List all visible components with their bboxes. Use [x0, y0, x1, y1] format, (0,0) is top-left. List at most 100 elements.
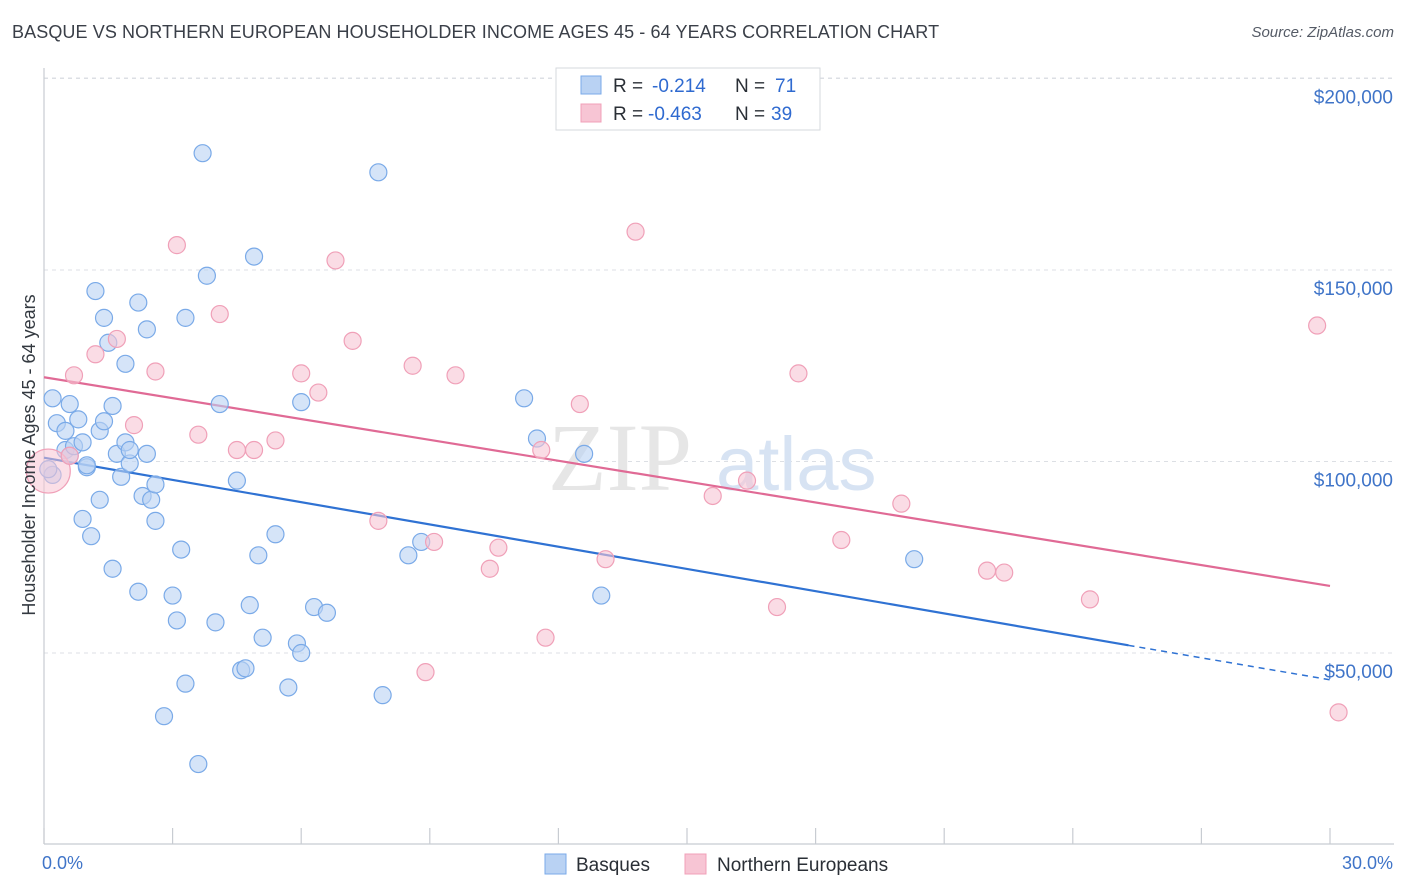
point-northern-europeans-6 — [146, 362, 165, 381]
trend-line-extension-basques — [1128, 644, 1331, 681]
point-northern-europeans-27 — [596, 550, 615, 569]
point-basques-38 — [172, 540, 191, 559]
grid-lines — [44, 77, 1394, 654]
point-basques-35 — [154, 707, 174, 726]
point-northern-europeans-36 — [995, 563, 1014, 582]
data-points — [25, 144, 1348, 774]
point-basques-31 — [137, 320, 156, 339]
point-basques-13 — [86, 281, 105, 301]
point-northern-europeans-19 — [416, 663, 435, 682]
point-northern-europeans-5 — [124, 416, 144, 435]
point-northern-europeans-23 — [489, 538, 508, 557]
point-basques-61 — [373, 686, 392, 705]
y-tick-label-2: $150,000 — [1314, 279, 1393, 300]
point-northern-europeans-25 — [536, 628, 555, 647]
point-basques-66 — [575, 444, 594, 463]
point-basques-2 — [56, 421, 75, 440]
y-tick-label-1: $100,000 — [1314, 471, 1393, 492]
point-basques-57 — [292, 393, 311, 412]
y-tick-label-3: $200,000 — [1314, 88, 1393, 109]
point-basques-45 — [210, 394, 229, 414]
watermark: ZIP atlas — [548, 404, 877, 511]
point-northern-europeans-2 — [64, 366, 84, 385]
point-northern-europeans-30 — [737, 471, 757, 490]
point-basques-39 — [176, 308, 195, 327]
point-basques-56 — [292, 643, 311, 663]
point-basques-67 — [592, 586, 611, 605]
point-basques-26 — [120, 440, 139, 460]
point-northern-europeans-0 — [25, 448, 71, 494]
legend-n-value-2: 39 — [771, 104, 792, 125]
x-tick-label-min: 0.0% — [42, 853, 83, 873]
bottom-legend-label-basques: Basques — [576, 855, 650, 876]
point-basques-16 — [94, 308, 114, 327]
watermark-atlas: atlas — [716, 422, 877, 507]
point-basques-11 — [77, 456, 96, 475]
point-basques-9 — [69, 410, 88, 429]
point-northern-europeans-21 — [446, 366, 465, 385]
point-northern-europeans-3 — [86, 345, 105, 364]
point-northern-europeans-28 — [626, 222, 645, 241]
point-basques-14 — [90, 490, 109, 509]
point-basques-42 — [193, 144, 212, 163]
point-basques-22 — [112, 467, 131, 486]
point-basques-32 — [142, 490, 161, 509]
point-basques-62 — [399, 546, 418, 565]
point-northern-europeans-9 — [210, 304, 229, 324]
legend-r-label-1: R = — [613, 76, 643, 97]
legend-r-value-1: -0.214 — [652, 76, 706, 97]
legend-n-label-2: N = — [735, 104, 765, 125]
trend-lines — [43, 376, 1331, 681]
trend-line-northern-europeans — [43, 376, 1331, 588]
point-northern-europeans-18 — [403, 356, 422, 375]
series-legend: Basques Northern Europeans — [544, 853, 888, 876]
point-basques-46 — [227, 471, 246, 490]
legend-swatch-northern-europeans — [580, 103, 602, 123]
chart-source: Source: ZipAtlas.com — [1251, 24, 1394, 41]
point-basques-52 — [253, 628, 272, 647]
point-basques-40 — [176, 674, 195, 693]
point-basques-43 — [197, 266, 216, 285]
point-basques-60 — [369, 163, 388, 182]
point-northern-europeans-20 — [424, 532, 444, 552]
point-northern-europeans-39 — [1329, 703, 1348, 722]
point-basques-33 — [146, 511, 165, 530]
point-northern-europeans-13 — [292, 364, 311, 383]
point-basques-7 — [73, 433, 92, 452]
point-basques-49 — [240, 596, 259, 615]
point-northern-europeans-16 — [343, 331, 362, 350]
point-northern-europeans-4 — [107, 329, 126, 349]
point-basques-8 — [73, 509, 92, 529]
point-northern-europeans-32 — [789, 364, 808, 383]
legend-n-value-1: 71 — [775, 76, 796, 97]
watermark-zip: ZIP — [548, 404, 692, 511]
point-northern-europeans-11 — [244, 440, 264, 460]
point-basques-28 — [129, 582, 148, 601]
point-basques-36 — [163, 586, 182, 605]
point-northern-europeans-33 — [832, 530, 851, 550]
point-northern-europeans-10 — [227, 440, 246, 460]
legend-swatch-basques — [580, 75, 602, 95]
point-basques-12 — [82, 527, 101, 546]
point-northern-europeans-29 — [703, 486, 722, 506]
point-basques-48 — [236, 659, 255, 678]
point-northern-europeans-7 — [167, 236, 186, 255]
point-basques-54 — [279, 678, 298, 697]
point-northern-europeans-37 — [1080, 590, 1100, 609]
point-northern-europeans-1 — [60, 446, 79, 465]
bottom-legend-swatch-northern-europeans — [684, 853, 707, 875]
point-basques-20 — [103, 559, 122, 578]
legend-n-label-1: N = — [735, 76, 765, 97]
bottom-legend-swatch-basques — [544, 853, 567, 875]
point-northern-europeans-17 — [369, 511, 388, 530]
legend-r-value-2: -0.463 — [648, 104, 702, 125]
point-basques-17 — [94, 412, 114, 431]
point-basques-59 — [317, 603, 337, 622]
point-northern-europeans-35 — [977, 561, 997, 580]
trend-line-basques — [43, 456, 1129, 647]
point-basques-30 — [137, 444, 156, 463]
point-basques-4 — [60, 394, 79, 414]
bottom-legend-label-northern-europeans: Northern Europeans — [717, 855, 888, 876]
point-basques-0 — [43, 389, 62, 408]
point-basques-34 — [146, 475, 165, 494]
